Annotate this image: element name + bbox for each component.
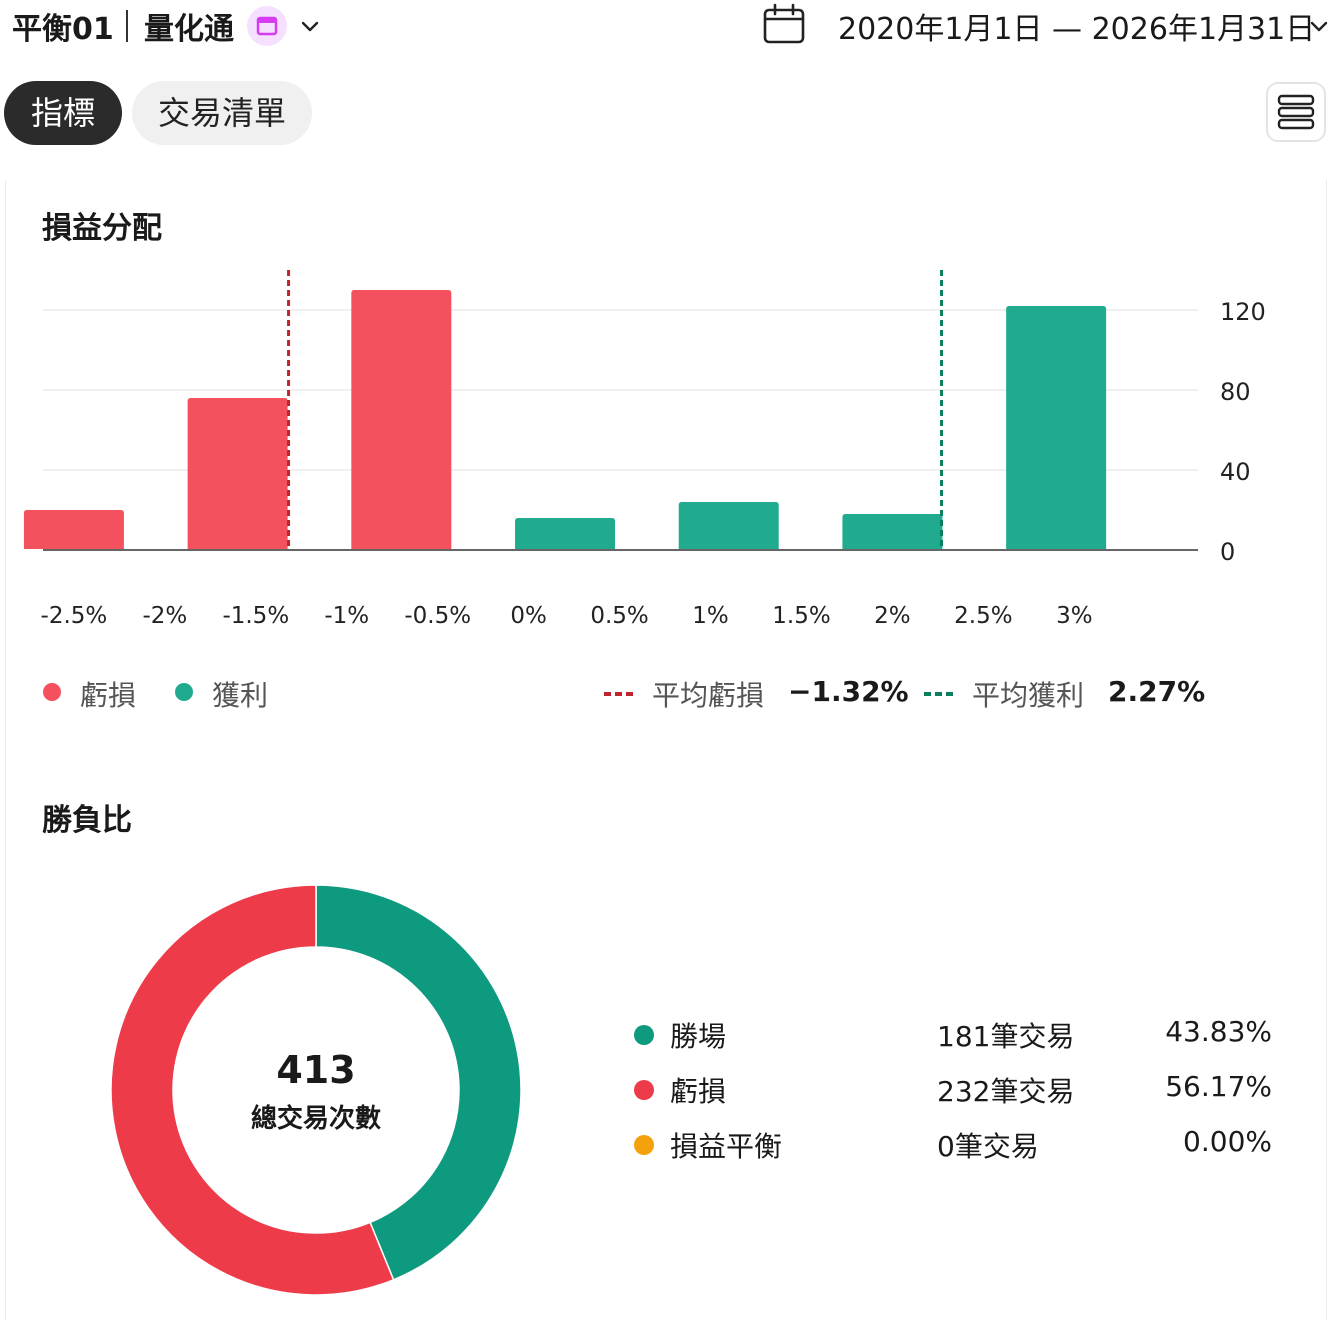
loss-count: 232筆交易: [937, 1075, 1075, 1108]
strategy-dropdown[interactable]: [296, 12, 324, 40]
y-tick-label: 80: [1220, 378, 1251, 406]
x-tick-label: 2%: [874, 603, 911, 629]
win-count: 181筆交易: [937, 1020, 1075, 1053]
win-row: 勝場 181筆交易 43.83%: [632, 1015, 1272, 1055]
breakeven-row: 損益平衡 0筆交易 0.00%: [632, 1125, 1272, 1165]
x-tick-label: 0%: [510, 603, 547, 629]
loss-bar: [23, 510, 124, 549]
loss-bar: [187, 398, 288, 549]
x-tick-label: 1.5%: [772, 603, 830, 629]
y-tick-label: 120: [1220, 298, 1266, 326]
x-tick-label: -2.5%: [41, 603, 108, 629]
loss-label: 虧損: [670, 1075, 727, 1108]
legend-gain-dot: [175, 683, 193, 701]
breakeven-pct: 0.00%: [1183, 1125, 1272, 1158]
breakeven-dot: [634, 1135, 654, 1155]
title-separator: [126, 10, 128, 42]
tab-metrics[interactable]: 指標: [4, 81, 122, 145]
loss-bar: [351, 290, 452, 549]
y-tick-label: 40: [1220, 458, 1251, 486]
loss-pct: 56.17%: [1165, 1070, 1272, 1103]
x-tick-label: -0.5%: [404, 603, 471, 629]
total-trades-label: 總交易次數: [250, 1104, 381, 1134]
schedule-badge[interactable]: [247, 6, 287, 46]
chevron-down-icon: [301, 21, 319, 32]
breakeven-label: 損益平衡: [670, 1130, 783, 1163]
avg-gain-label: 平均獲利: [972, 679, 1085, 712]
legend-loss-dot: [43, 683, 61, 701]
breakeven-count: 0筆交易: [937, 1130, 1039, 1163]
avg-loss-line-key: [604, 692, 634, 696]
donut-slice-loss: [110, 884, 395, 1296]
loss-dot: [634, 1080, 654, 1100]
total-trades-value: 413: [276, 1048, 356, 1092]
donut-slice-win: [315, 884, 522, 1281]
pl-distribution-title: 損益分配: [42, 211, 162, 246]
gain-bar: [842, 514, 943, 549]
app-name: 量化通: [144, 12, 234, 47]
avg-gain-line-key: [924, 692, 954, 696]
x-tick-label: 0.5%: [590, 603, 648, 629]
date-picker-button[interactable]: [762, 3, 806, 45]
x-tick-label: -1.5%: [222, 603, 289, 629]
win-pct: 43.83%: [1165, 1015, 1272, 1048]
menu-button[interactable]: [1266, 82, 1326, 142]
avg-loss-value: −1.32%: [788, 675, 909, 708]
gain-bar: [678, 502, 779, 549]
win-loss-title: 勝負比: [42, 803, 132, 838]
calendar-icon: [763, 3, 805, 44]
pl-distribution-chart: 0 40 80 120 -2.5% -2% -1.5% -1% -0.5% 0% 0.5% 1% 1.5…: [23, 270, 1266, 629]
gain-bar: [1006, 306, 1107, 549]
x-tick-label: 3%: [1056, 603, 1093, 629]
menu-icon: [1277, 94, 1315, 130]
win-loss-donut: [110, 884, 522, 1296]
date-range[interactable]: 2020年1月1日 — 2026年1月31日: [838, 12, 1316, 47]
avg-gain-value: 2.27%: [1108, 675, 1206, 708]
y-tick-label: 0: [1220, 538, 1235, 566]
win-label: 勝場: [670, 1020, 727, 1053]
legend-gain-label: 獲利: [212, 679, 269, 712]
strategy-title: 平衡01: [12, 12, 114, 47]
x-tick-label: -2%: [142, 603, 187, 629]
x-tick-label: 1%: [692, 603, 729, 629]
tab-trade-list[interactable]: 交易清單: [132, 81, 312, 145]
date-range-dropdown[interactable]: [1305, 12, 1333, 40]
loss-row: 虧損 232筆交易 56.17%: [632, 1070, 1272, 1110]
metrics-card: [5, 180, 1327, 1320]
x-tick-label: -1%: [324, 603, 369, 629]
gain-bar: [515, 518, 616, 549]
avg-loss-label: 平均虧損: [652, 679, 765, 712]
x-tick-label: 2.5%: [954, 603, 1012, 629]
legend-loss-label: 虧損: [80, 679, 137, 712]
chevron-down-icon: [1310, 21, 1328, 32]
calendar-icon: [256, 16, 278, 36]
win-dot: [634, 1025, 654, 1045]
